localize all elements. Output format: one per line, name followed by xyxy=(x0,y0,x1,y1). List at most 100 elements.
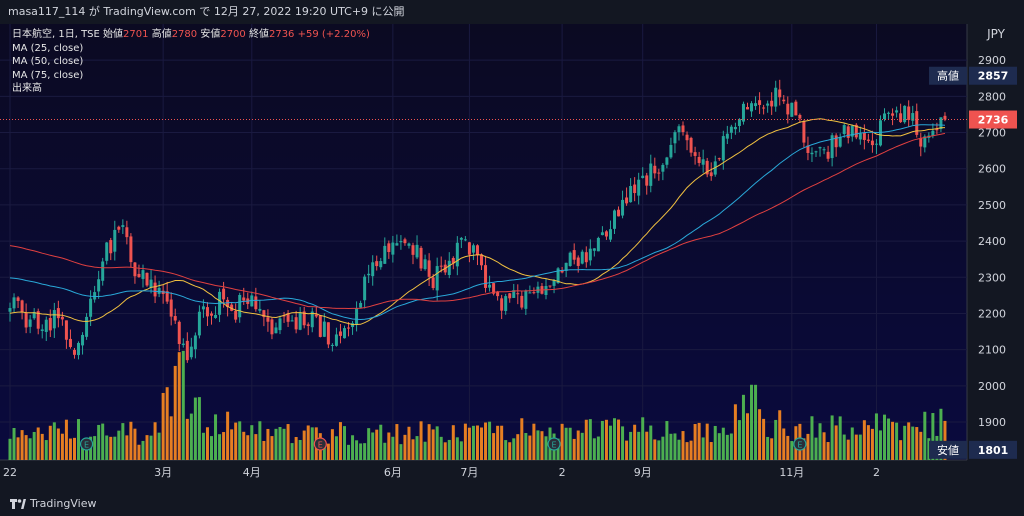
volume-bar xyxy=(899,440,903,460)
volume-bar xyxy=(617,419,621,460)
candle xyxy=(125,220,129,245)
volume-bar xyxy=(471,425,475,460)
candle xyxy=(48,309,52,338)
candle-body xyxy=(28,319,32,327)
candle-body xyxy=(326,322,330,345)
candle xyxy=(165,281,169,304)
legend-ma50[interactable]: MA (50, close) xyxy=(12,56,84,67)
candle-body xyxy=(274,327,278,334)
candle xyxy=(32,308,36,320)
candle-body xyxy=(818,147,822,149)
last-price-badge: 2736 xyxy=(969,110,1017,129)
candle xyxy=(745,102,749,110)
footer-brand[interactable]: TradingView xyxy=(30,497,97,510)
legend-change: +59 (+2.20%) xyxy=(297,29,370,40)
candle-body xyxy=(717,158,721,160)
candle-body xyxy=(931,130,935,137)
candle-body xyxy=(48,317,52,331)
volume-bar xyxy=(927,438,931,460)
time-tick-label: 7月 xyxy=(460,466,478,479)
candle xyxy=(673,130,677,154)
volume-bar xyxy=(197,397,201,460)
volume-bar xyxy=(359,443,363,460)
candle-body xyxy=(129,236,133,263)
legend-ma75[interactable]: MA (75, close) xyxy=(12,69,84,81)
candle xyxy=(915,103,919,138)
candle-body xyxy=(97,279,101,292)
candle-body xyxy=(770,100,774,107)
time-axis: 22 3月 4月 6月 7月 2 9月 11月 2 xyxy=(3,466,880,479)
candle xyxy=(371,255,375,286)
volume-bar xyxy=(125,435,129,460)
candle-body xyxy=(387,243,391,253)
candle-body xyxy=(488,284,492,288)
candle xyxy=(874,139,878,155)
candle-body xyxy=(613,210,616,229)
candle xyxy=(677,124,681,141)
chart-svg[interactable]: E E E E 2900 2800 2700 2600 2500 2400 2300 2200 210… xyxy=(0,24,1024,492)
candle xyxy=(480,253,484,270)
candle xyxy=(20,299,24,320)
candle-body xyxy=(435,266,439,291)
volume-bar xyxy=(891,421,895,460)
volume-bar xyxy=(790,441,794,460)
candle xyxy=(282,311,286,323)
volume-bar xyxy=(681,431,685,460)
candle xyxy=(16,296,20,309)
chart-area[interactable]: E E E E 2900 2800 2700 2600 2500 2400 2300 2200 210… xyxy=(0,24,1024,492)
candle-body xyxy=(608,229,612,240)
candle-body xyxy=(774,87,778,107)
volume-bar xyxy=(810,416,814,460)
volume-bar xyxy=(673,433,677,460)
candle-body xyxy=(375,261,379,267)
candle-body xyxy=(399,240,403,243)
candle-body xyxy=(40,329,44,331)
candle xyxy=(415,235,419,260)
candle xyxy=(459,236,463,249)
volume-bar xyxy=(419,421,423,460)
candle-body xyxy=(564,262,568,271)
candle-body xyxy=(24,312,28,328)
volume-bar xyxy=(745,413,749,460)
volume-bar xyxy=(580,432,584,460)
volume-bar xyxy=(564,427,568,460)
volume-bar xyxy=(608,425,612,460)
legend-open-label: 始値 xyxy=(103,29,124,40)
volume-bar xyxy=(524,433,528,460)
candle xyxy=(516,284,520,305)
legend-volume[interactable]: 出来高 xyxy=(12,83,42,94)
candle xyxy=(661,163,665,181)
high-badge-value-box xyxy=(969,66,1017,85)
candle xyxy=(496,290,500,301)
candle-body xyxy=(149,279,153,288)
volume-bar xyxy=(214,414,218,460)
volume-bar xyxy=(347,444,351,460)
candle xyxy=(68,329,72,349)
candle xyxy=(778,79,782,106)
candle-body xyxy=(475,245,479,256)
candle xyxy=(669,137,673,159)
candle xyxy=(266,309,270,332)
volume-bar xyxy=(919,431,923,460)
candle xyxy=(274,322,278,334)
low-badge-label-box xyxy=(929,440,967,459)
candle xyxy=(693,146,697,165)
candle xyxy=(403,237,407,246)
legend-low-label: 安値 xyxy=(200,29,221,40)
candle xyxy=(314,306,318,319)
candle-body xyxy=(568,252,572,266)
candle-body xyxy=(919,137,923,147)
ma-50-line xyxy=(9,124,946,321)
earnings-label: E xyxy=(84,441,89,450)
candle xyxy=(741,101,745,125)
volume-bar xyxy=(625,440,629,460)
candle xyxy=(109,237,113,261)
candle xyxy=(552,278,556,294)
candle-body xyxy=(508,293,512,299)
candle-body xyxy=(842,125,846,134)
price-tick-label: 1900 xyxy=(978,416,1006,429)
candle-body xyxy=(20,300,24,312)
candle xyxy=(584,246,588,268)
high-badge-label-box xyxy=(929,66,967,85)
legend-ma25[interactable]: MA (25, close) xyxy=(12,42,84,54)
